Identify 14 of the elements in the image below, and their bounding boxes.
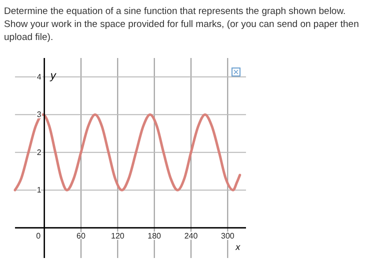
y-tick-label: 1 <box>36 186 42 195</box>
y-tick-label: 4 <box>36 72 42 82</box>
x-axis-title: x <box>234 242 241 252</box>
y-axis-title: y <box>49 70 58 82</box>
y-tick-label: 3 <box>36 110 42 120</box>
x-tick-label: 240 <box>184 231 198 240</box>
chart-title: Determine the equation of a sine function that represents the graph shown below. Show your work in the space provided for full marks, (or you can send on paper then upload file). <box>4 6 359 43</box>
x-tick-label: 300 <box>220 231 235 240</box>
x-tick-label: 0 <box>36 231 42 240</box>
x-tick-label: 120 <box>110 231 125 240</box>
x-tick-label: 180 <box>148 231 162 240</box>
y-tick-label: 2 <box>36 148 42 157</box>
line-series <box>14 113 242 192</box>
x-tick-label: 60 <box>76 231 86 240</box>
